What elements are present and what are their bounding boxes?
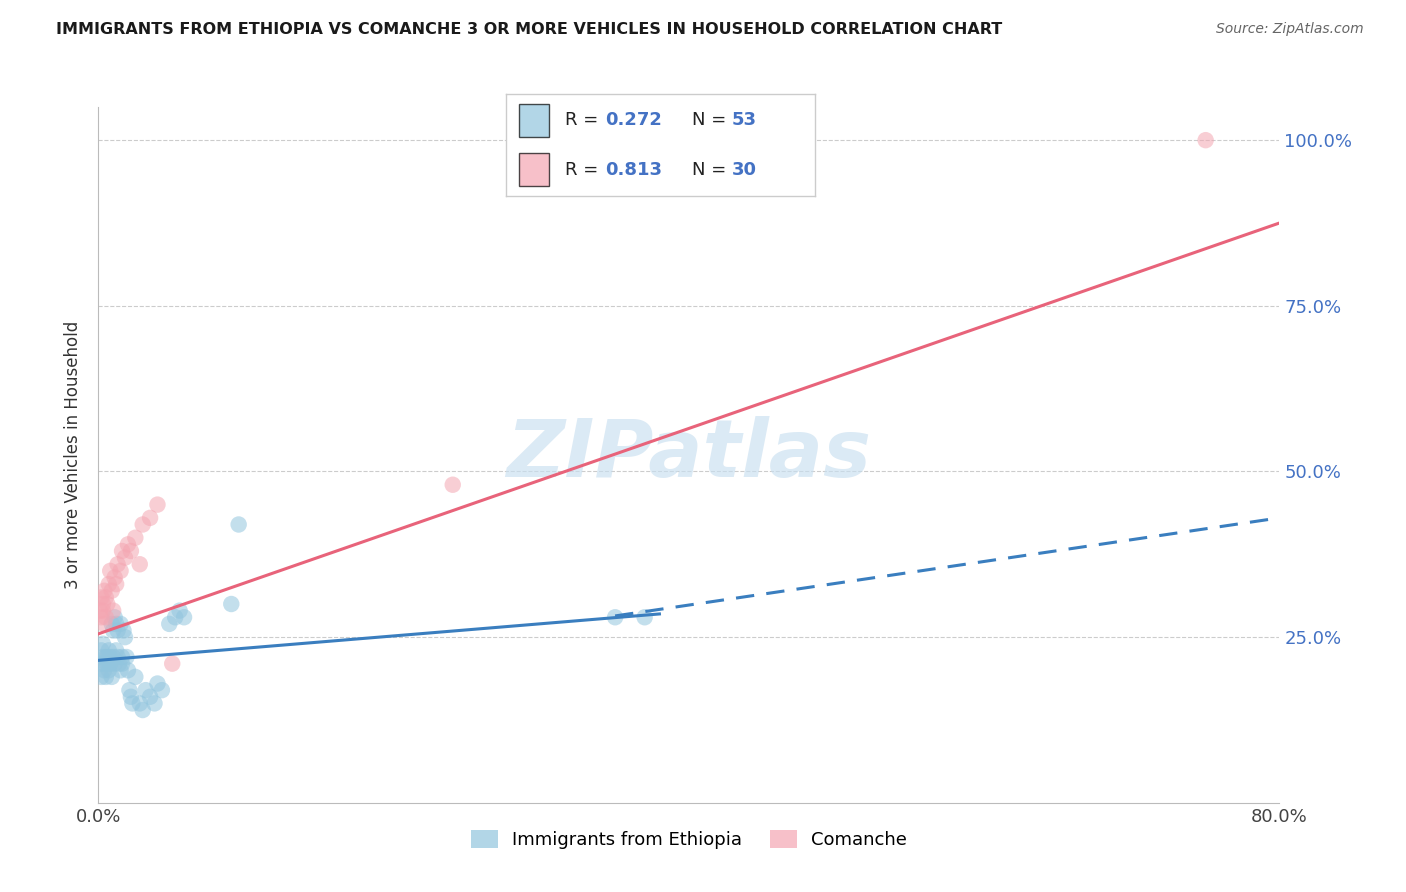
Point (107, 650, 129, 665)
Point (120, 544, 142, 558)
Text: 0.272: 0.272 (605, 112, 662, 129)
Point (120, 690, 142, 704)
Point (605, 610, 627, 624)
Point (100, 670, 122, 684)
Point (89, 657, 111, 671)
Point (139, 511, 162, 525)
Point (104, 570, 127, 584)
Text: R =: R = (565, 112, 605, 129)
Point (110, 564, 132, 578)
Point (97, 643, 120, 657)
Point (97, 577, 120, 591)
Text: 53: 53 (733, 112, 756, 129)
Text: R =: R = (565, 161, 605, 178)
Point (169, 604, 191, 618)
Point (100, 616, 122, 631)
Point (96, 657, 118, 671)
Point (1195, 133, 1218, 147)
Point (103, 624, 125, 638)
Point (114, 630, 136, 644)
Point (110, 663, 132, 677)
Point (94, 591, 117, 605)
Point (150, 683, 173, 698)
FancyBboxPatch shape (519, 153, 550, 186)
Point (117, 537, 139, 551)
Y-axis label: 3 or more Vehicles in Household: 3 or more Vehicles in Household (63, 321, 82, 589)
Point (93, 616, 115, 631)
Point (157, 616, 180, 631)
Point (128, 697, 150, 711)
Point (103, 650, 125, 665)
Point (107, 624, 129, 638)
Point (112, 624, 135, 638)
Point (128, 558, 150, 572)
Text: 30: 30 (733, 161, 756, 178)
Point (94, 670, 117, 684)
Point (117, 663, 139, 677)
Point (91, 637, 114, 651)
Point (121, 697, 143, 711)
Point (93, 583, 115, 598)
Text: Source: ZipAtlas.com: Source: ZipAtlas.com (1216, 22, 1364, 37)
Point (111, 657, 134, 671)
Point (111, 650, 134, 665)
Text: 0.813: 0.813 (605, 161, 662, 178)
Point (132, 703, 155, 717)
Point (104, 657, 127, 671)
Point (93, 657, 115, 671)
Point (94, 610, 117, 624)
Point (228, 517, 250, 532)
FancyBboxPatch shape (519, 104, 550, 136)
Point (165, 610, 187, 624)
Point (103, 604, 125, 618)
Point (98, 650, 121, 665)
Point (98, 564, 121, 578)
Point (143, 697, 166, 711)
Point (90, 670, 112, 684)
Point (107, 558, 129, 572)
Point (162, 657, 183, 671)
Point (105, 616, 128, 631)
Point (105, 643, 128, 657)
Point (124, 531, 146, 545)
Point (90, 591, 112, 605)
Point (91, 604, 114, 618)
Point (139, 690, 162, 704)
Point (111, 544, 134, 558)
Point (135, 683, 157, 698)
Point (91, 597, 114, 611)
Text: ZIPatlas: ZIPatlas (506, 416, 872, 494)
Legend: Immigrants from Ethiopia, Comanche: Immigrants from Ethiopia, Comanche (464, 822, 914, 856)
Point (115, 650, 138, 665)
Point (173, 610, 195, 624)
Point (634, 610, 657, 624)
Point (441, 477, 464, 491)
Point (105, 577, 128, 591)
Point (98, 657, 121, 671)
Text: N =: N = (692, 161, 731, 178)
Point (89, 604, 111, 618)
Point (132, 517, 155, 532)
Point (221, 597, 243, 611)
Point (91, 650, 114, 665)
Point (110, 616, 132, 631)
Point (108, 657, 131, 671)
Point (146, 676, 169, 690)
Point (90, 610, 112, 624)
Text: IMMIGRANTS FROM ETHIOPIA VS COMANCHE 3 OR MORE VEHICLES IN HOUSEHOLD CORRELATION: IMMIGRANTS FROM ETHIOPIA VS COMANCHE 3 O… (56, 22, 1002, 37)
Text: N =: N = (692, 112, 731, 129)
Point (104, 610, 127, 624)
Point (90, 643, 112, 657)
Point (146, 498, 169, 512)
Point (96, 597, 118, 611)
Point (114, 550, 136, 565)
Point (100, 583, 122, 598)
Point (118, 683, 141, 698)
Point (97, 663, 120, 677)
Point (96, 650, 118, 665)
Point (124, 670, 146, 684)
Point (94, 650, 117, 665)
Point (93, 663, 115, 677)
